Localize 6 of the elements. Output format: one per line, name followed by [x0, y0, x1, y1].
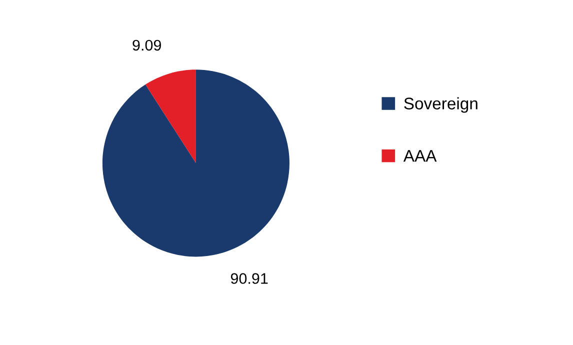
- data-label: 9.09: [132, 40, 161, 51]
- pie-slice: [102, 70, 290, 257]
- legend-label: AAA: [403, 150, 437, 162]
- pie-slice: [145, 70, 196, 164]
- data-label: 90.91: [230, 273, 268, 284]
- legend-label: Sovereign: [404, 97, 478, 113]
